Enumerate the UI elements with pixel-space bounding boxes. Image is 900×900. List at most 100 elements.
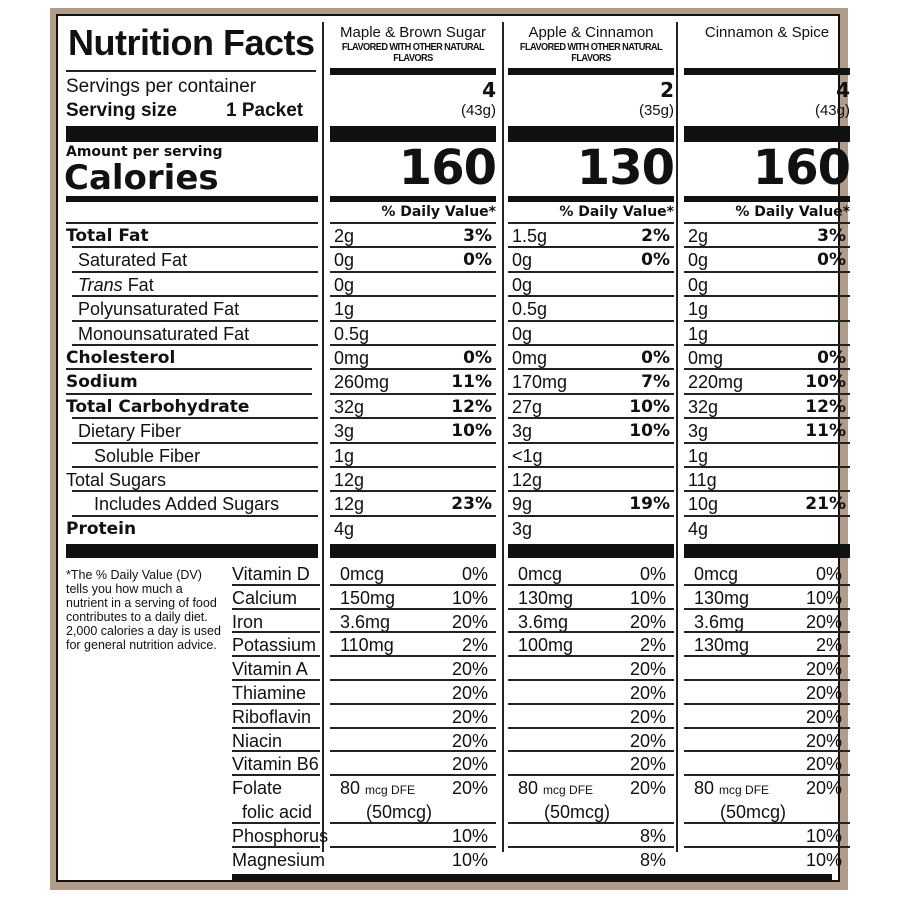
flavor-name: Cinnamon & Spice bbox=[704, 24, 830, 41]
nutrient-amount: 1g bbox=[334, 445, 355, 466]
vitamin-name: Magnesium bbox=[232, 849, 326, 870]
amount-per-serving: Amount per serving bbox=[66, 144, 223, 160]
row-divider bbox=[508, 821, 674, 824]
vitamin-daily-value: 20% bbox=[805, 683, 842, 703]
daily-value-header: % Daily Value* bbox=[559, 204, 674, 220]
flavor-subtitle: FLAVORED WITH OTHER NATURAL FLAVORS bbox=[341, 42, 485, 64]
nutrient-amount: 27g bbox=[512, 396, 543, 417]
row-divider bbox=[232, 774, 320, 777]
column-separator bbox=[676, 22, 678, 852]
medium-divider bbox=[330, 196, 496, 202]
nutrient-daily-value: 0% bbox=[463, 250, 492, 271]
vitamin-daily-value: 0% bbox=[461, 564, 488, 584]
vitamin-name: Potassium bbox=[232, 635, 317, 656]
row-divider bbox=[508, 441, 674, 444]
vitamin-daily-value: 20% bbox=[451, 683, 488, 703]
vitamin-daily-value: 0% bbox=[815, 564, 842, 584]
nutrient-daily-value bbox=[684, 444, 846, 468]
nutrient-daily-value: 12% bbox=[451, 396, 492, 417]
row-divider bbox=[330, 583, 496, 586]
nutrient-name: Protein bbox=[66, 518, 137, 539]
row-divider bbox=[508, 607, 674, 610]
row-divider bbox=[508, 655, 674, 658]
nutrient-daily-value bbox=[508, 444, 670, 468]
row-divider bbox=[508, 514, 674, 517]
row-divider bbox=[72, 490, 318, 493]
vitamin-daily-value: 10% bbox=[805, 825, 842, 846]
vitamin-sub-amount: (50mcg) bbox=[544, 802, 611, 822]
nutrient-daily-value: 0% bbox=[817, 250, 846, 271]
nutrient-name: Soluble Fiber bbox=[94, 445, 201, 466]
nutrient-amount: 0.5g bbox=[512, 299, 548, 320]
nutrition-facts-panel: Nutrition Facts Servings per container S… bbox=[56, 14, 851, 882]
row-divider bbox=[330, 774, 496, 777]
row-divider bbox=[508, 295, 674, 298]
nutrient-amount: 0g bbox=[688, 250, 709, 271]
serving-weight: (35g) bbox=[638, 102, 674, 119]
calories-value: 160 bbox=[752, 140, 851, 196]
row-divider bbox=[232, 655, 320, 658]
row-divider bbox=[508, 270, 674, 273]
servings-value: 2 bbox=[660, 78, 674, 102]
vitamin-daily-value: 20% bbox=[805, 730, 842, 751]
row-divider bbox=[684, 607, 850, 610]
row-divider bbox=[232, 845, 320, 848]
nutrient-daily-value bbox=[330, 468, 492, 492]
vitamin-daily-value: 20% bbox=[629, 754, 666, 775]
nutrient-name: Cholesterol bbox=[66, 348, 176, 368]
nutrient-daily-value bbox=[330, 517, 492, 541]
nutrient-daily-value bbox=[684, 297, 846, 321]
thick-divider bbox=[508, 126, 674, 142]
nutrient-amount: 0g bbox=[334, 250, 355, 271]
row-divider bbox=[684, 417, 850, 420]
divider bbox=[66, 70, 316, 72]
row-divider bbox=[684, 750, 850, 753]
row-divider bbox=[508, 679, 674, 681]
flavor-name: Apple & Cinnamon bbox=[528, 24, 654, 41]
vitamin-daily-value: 0% bbox=[639, 564, 666, 584]
row-divider bbox=[330, 607, 496, 610]
vitamin-daily-value: 20% bbox=[805, 778, 842, 799]
vitamin-daily-value: 20% bbox=[629, 778, 666, 799]
nutrient-name: Dietary Fiber bbox=[78, 421, 182, 442]
thick-divider bbox=[66, 126, 318, 142]
nutrient-daily-value: 23% bbox=[451, 494, 492, 515]
vitamin-daily-value: 20% bbox=[451, 706, 488, 727]
vitamin-daily-value: 20% bbox=[629, 730, 666, 751]
nutrient-name: Trans Fat bbox=[78, 274, 154, 295]
row-divider bbox=[330, 466, 496, 468]
daily-value-header: % Daily Value* bbox=[735, 204, 850, 220]
vitamin-name: Iron bbox=[232, 611, 264, 632]
vitamin-amount: 0mcg bbox=[518, 564, 563, 584]
nutrient-amount: 32g bbox=[334, 396, 365, 417]
vitamin-daily-value: 2% bbox=[461, 635, 488, 656]
vitamin-daily-value: 20% bbox=[451, 730, 488, 751]
nutrient-daily-value bbox=[508, 273, 670, 297]
vitamin-sub-amount: (50mcg) bbox=[366, 802, 433, 822]
nutrient-daily-value: 0% bbox=[641, 250, 670, 271]
nutrient-amount: 3g bbox=[512, 518, 533, 539]
row-divider bbox=[72, 270, 318, 273]
vitamin-name: Phosphorus bbox=[232, 825, 329, 846]
flavor-subtitle: FLAVORED WITH OTHER NATURAL FLAVORS bbox=[519, 42, 663, 64]
row-divider bbox=[330, 631, 496, 634]
vitamin-name: Thiamine bbox=[232, 683, 307, 703]
label-title: Nutrition Facts bbox=[68, 22, 315, 63]
footnote: *The % Daily Value (DV) tells you how mu… bbox=[66, 568, 221, 652]
row-divider bbox=[232, 607, 320, 610]
row-divider bbox=[684, 726, 850, 729]
column-divider bbox=[330, 68, 496, 75]
vitamin-amount: 0mcg bbox=[340, 564, 385, 584]
vitamin-daily-value: 10% bbox=[451, 587, 488, 608]
vitamin-daily-value: 20% bbox=[451, 754, 488, 775]
nutrient-amount: 9g bbox=[512, 494, 533, 515]
vitamin-daily-value: 8% bbox=[639, 825, 666, 846]
nutrient-amount: 0.5g bbox=[334, 323, 370, 344]
divider bbox=[330, 222, 496, 224]
nutrient-daily-value: 10% bbox=[451, 421, 492, 442]
nutrient-amount: 220mg bbox=[688, 372, 744, 393]
row-divider bbox=[684, 392, 850, 395]
vitamin-daily-value: 20% bbox=[629, 611, 666, 632]
vitamin-amount: 150mg bbox=[340, 587, 396, 608]
vitamin-daily-value: 20% bbox=[629, 706, 666, 727]
